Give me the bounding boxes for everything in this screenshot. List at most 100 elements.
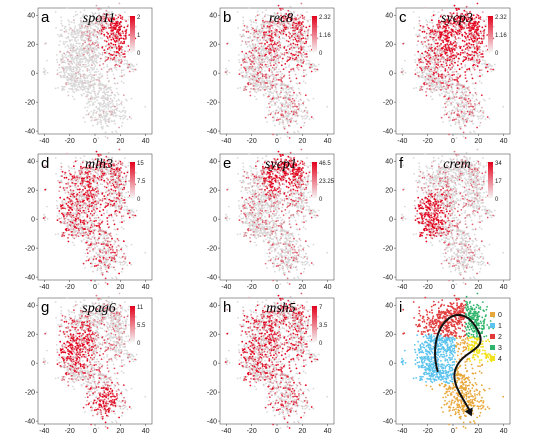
cell-point (105, 27, 107, 30)
cell-point (434, 54, 437, 57)
cell-point (268, 79, 271, 82)
cell-point (71, 75, 74, 78)
cell-point (439, 81, 442, 83)
cell-point (112, 103, 114, 105)
cell-point (74, 25, 77, 28)
cell-point (253, 39, 255, 41)
cell-point (298, 103, 300, 105)
cell-point (95, 20, 98, 23)
cell-point (300, 65, 303, 67)
cell-point (245, 30, 248, 33)
cell-point (418, 75, 421, 78)
cell-point (444, 44, 447, 47)
cell-point (79, 53, 81, 56)
cell-point (465, 5, 468, 8)
cell-point (260, 31, 263, 33)
cell-point (420, 41, 423, 43)
cell-point (419, 89, 421, 92)
cell-point (417, 50, 420, 53)
cell-point (106, 104, 109, 106)
cell-point (101, 95, 104, 98)
cell-point (453, 48, 456, 50)
cell-point (113, 51, 116, 53)
cell-point (88, 24, 90, 27)
cell-point (441, 47, 444, 50)
cell-point (101, 105, 104, 108)
cell-point (107, 43, 110, 46)
cell-point (111, 131, 113, 133)
cell-point (483, 99, 486, 102)
cell-point (111, 99, 114, 102)
cell-point (286, 135, 289, 138)
cell-point (110, 28, 113, 30)
cell-point (91, 119, 93, 122)
cell-point (117, 59, 120, 61)
cell-point (96, 18, 99, 21)
cell-point (250, 52, 253, 54)
cell-point (250, 54, 253, 57)
cell-point (470, 31, 473, 34)
cell-point (254, 45, 257, 48)
cell-point (109, 97, 112, 100)
cell-point (295, 34, 297, 37)
cell-point (108, 118, 111, 121)
cell-point (113, 34, 115, 37)
cell-point (281, 37, 284, 39)
cell-point (267, 26, 269, 28)
cell-point (470, 73, 473, 76)
cell-point (309, 50, 311, 53)
cell-point (279, 7, 281, 10)
cell-point (108, 52, 111, 55)
cell-point (280, 87, 283, 90)
cell-point (282, 32, 285, 35)
cell-point (126, 118, 129, 121)
cell-point (70, 34, 72, 36)
cell-point (108, 100, 111, 103)
cell-point (465, 96, 467, 98)
cell-point (64, 85, 66, 88)
cell-point (431, 19, 433, 22)
cell-point (123, 116, 126, 119)
cell-point (76, 54, 79, 57)
cell-point (296, 64, 298, 67)
cell-point (274, 112, 277, 115)
cell-point (254, 67, 257, 69)
cell-point (469, 70, 472, 72)
cell-point (425, 91, 427, 93)
cell-point (81, 35, 84, 38)
cell-point (277, 105, 280, 108)
cell-point (302, 80, 305, 83)
cell-point (282, 123, 285, 126)
cell-point (106, 58, 109, 61)
cell-point (105, 25, 107, 28)
cell-point (113, 54, 116, 57)
cell-point (285, 100, 287, 102)
cell-point (416, 44, 419, 46)
cell-point (281, 31, 283, 34)
cell-point (103, 49, 106, 52)
cell-point (280, 73, 283, 76)
cell-point (485, 45, 488, 47)
cell-point (481, 11, 484, 14)
cell-point (120, 45, 123, 48)
cell-point (429, 95, 432, 98)
cell-point (432, 33, 435, 35)
cell-point (425, 72, 427, 75)
cell-point (115, 50, 118, 53)
cell-point (438, 19, 440, 22)
cell-point (277, 48, 280, 50)
cell-point (423, 30, 426, 33)
cell-point (459, 26, 462, 29)
cell-point (86, 68, 89, 70)
cell-point (259, 42, 261, 45)
cell-point (284, 111, 287, 113)
cell-point (422, 25, 424, 28)
cell-point (124, 30, 127, 33)
x-tick-label: -40 (39, 138, 49, 145)
cell-point (439, 49, 442, 51)
cell-point (83, 20, 85, 23)
cell-point (88, 64, 90, 67)
cell-point (64, 45, 67, 48)
cell-point (106, 64, 109, 66)
